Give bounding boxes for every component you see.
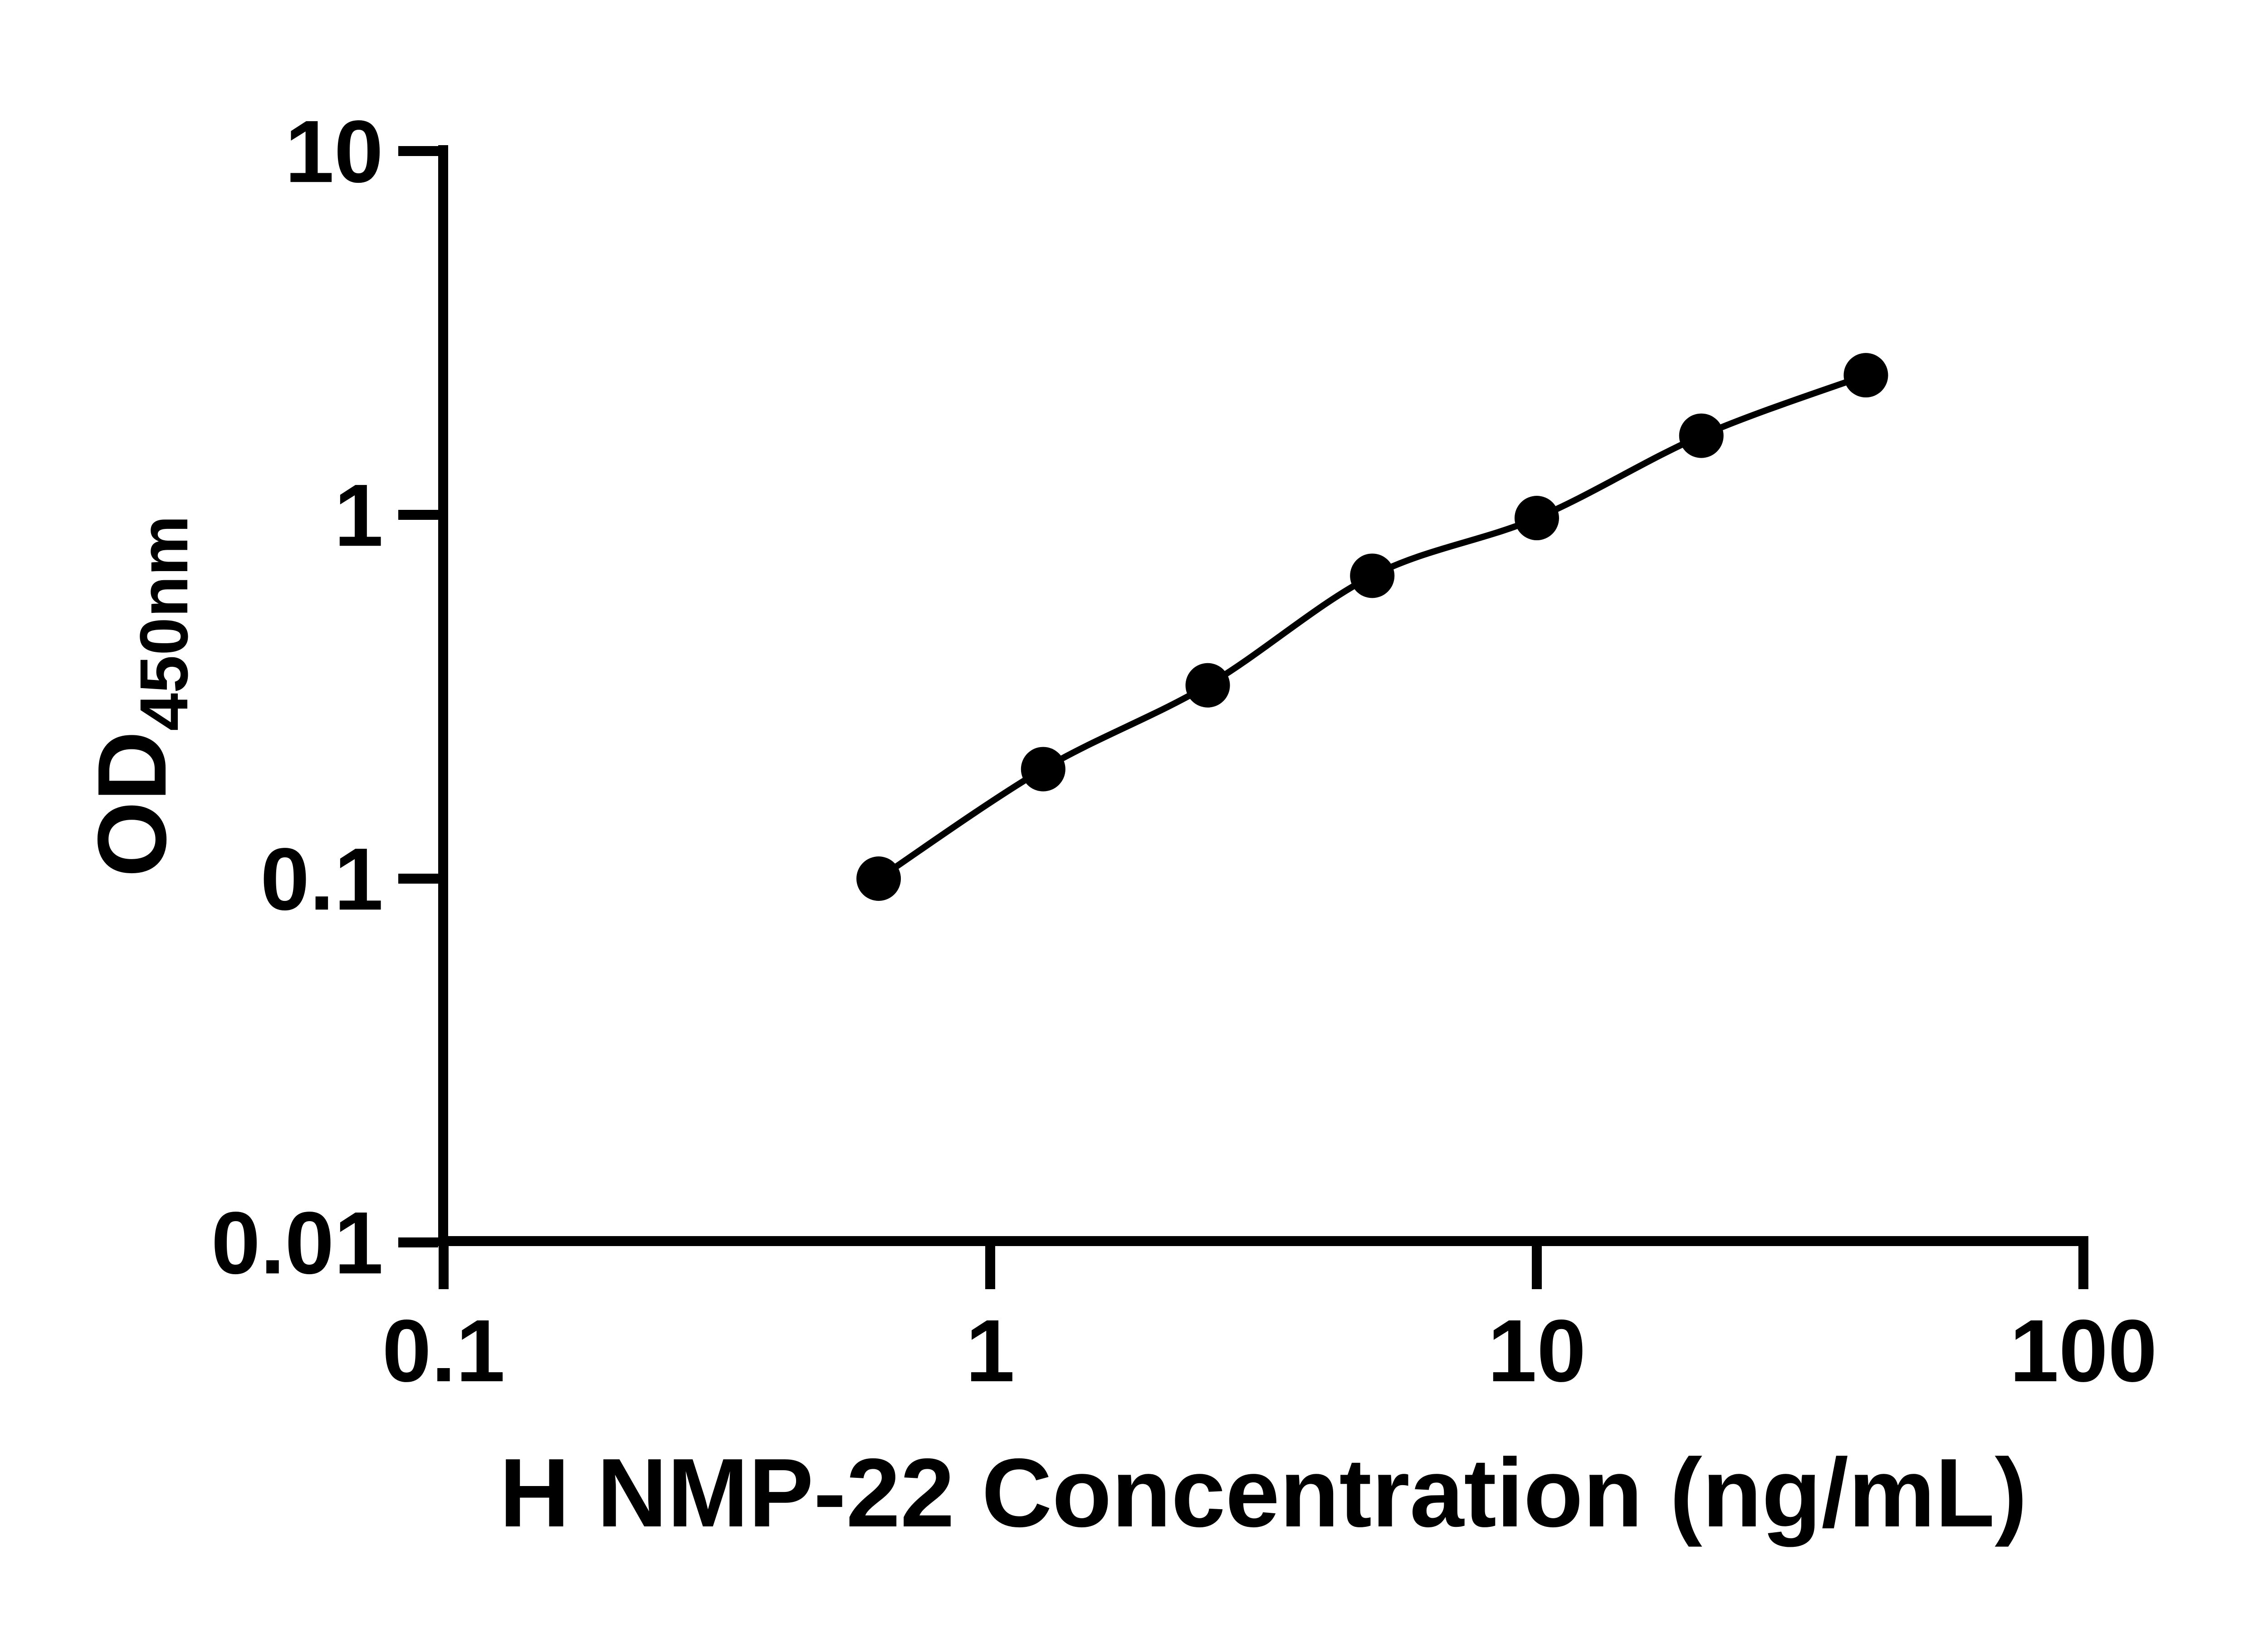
y-tick-label: 1	[334, 466, 383, 565]
data-point-marker	[1185, 663, 1230, 708]
data-point-marker	[1021, 747, 1066, 792]
data-point-marker	[1515, 496, 1559, 541]
y-axis-title-subscript: 450nm	[126, 515, 202, 731]
y-axis-title: OD450nm	[77, 515, 202, 877]
y-tick-label: 10	[285, 102, 383, 201]
x-tick-label: 1	[966, 1301, 1015, 1400]
x-axis-tick-labels: 0.1 1 10 100	[382, 1301, 2157, 1400]
data-point-marker	[1843, 353, 1888, 398]
y-axis-title-main: OD	[77, 731, 186, 877]
axes	[398, 145, 2088, 1289]
x-tick-label: 10	[1488, 1301, 1586, 1400]
data-point-marker	[1350, 553, 1395, 598]
y-tick-label: 0.01	[211, 1193, 383, 1292]
y-tick-label: 0.1	[260, 830, 383, 929]
x-tick-label: 0.1	[382, 1301, 505, 1400]
y-axis-ticks	[398, 146, 438, 1247]
y-axis-tick-labels: 10 1 0.1 0.01	[211, 102, 383, 1292]
data-point-marker	[1679, 413, 1724, 458]
data-point-marker	[856, 856, 901, 901]
data-series	[856, 353, 1888, 901]
x-tick-label: 100	[2009, 1301, 2157, 1400]
standard-curve-line	[877, 372, 1867, 881]
x-axis-ticks	[439, 1246, 2088, 1289]
x-axis-title: H NMP-22 Concentration (ng/mL)	[499, 1438, 2027, 1547]
